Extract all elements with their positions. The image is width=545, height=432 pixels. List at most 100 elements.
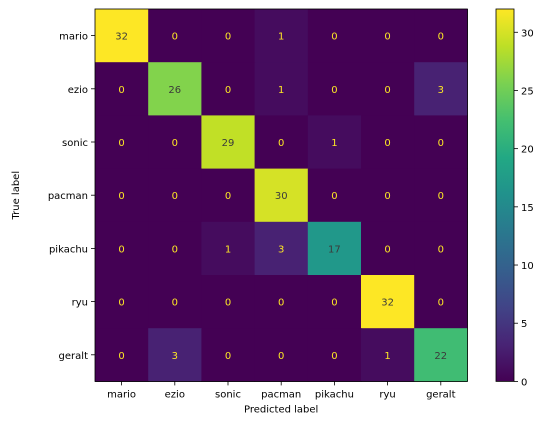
heatmap-cell — [254, 9, 309, 63]
cell-value-label: 0 — [118, 351, 124, 362]
heatmap-cell — [95, 168, 149, 223]
x-tick-label: ezio — [165, 389, 185, 400]
cell-value-label: 0 — [172, 298, 178, 309]
heatmap-cell — [254, 328, 309, 382]
heatmap-cell — [95, 9, 149, 63]
y-axis-label: True label — [11, 171, 22, 221]
cell-value-label: 1 — [278, 85, 284, 96]
heatmap-cell — [414, 9, 468, 63]
cell-value-label: 0 — [225, 351, 231, 362]
heatmap-cell — [361, 62, 415, 116]
heatmap-cell — [361, 168, 415, 223]
heatmap-cell — [361, 328, 415, 382]
heatmap-cell — [414, 328, 468, 382]
x-tick-label: mario — [107, 389, 136, 400]
cell-value-label: 0 — [331, 85, 337, 96]
y-tick-label: sonic — [62, 138, 88, 149]
cell-value-label: 3 — [438, 85, 444, 96]
cell-value-label: 32 — [381, 298, 394, 309]
heatmap-cell — [254, 168, 309, 223]
heatmap-cell — [148, 9, 202, 63]
cell-value-label: 0 — [278, 298, 284, 309]
cell-value-label: 0 — [331, 351, 337, 362]
y-axis-ticks: mario ezio sonic pacman pikachu ryu geralt — [48, 32, 95, 362]
heatmap-cell — [148, 221, 202, 276]
heatmap-cell — [254, 221, 309, 276]
y-tick-label: pacman — [48, 191, 88, 202]
x-axis-label: Predicted label — [244, 404, 318, 415]
cell-value-label: 3 — [278, 244, 284, 255]
heatmap-cell — [95, 328, 149, 382]
heatmap-cell — [414, 168, 468, 223]
cell-value-label: 0 — [225, 32, 231, 43]
y-tick-label: geralt — [59, 351, 89, 362]
cell-value-label: 0 — [438, 244, 444, 255]
heatmap-cell — [254, 115, 309, 170]
heatmap-cells — [95, 9, 468, 382]
x-tick-label: ryu — [379, 389, 395, 400]
heatmap-cell — [201, 275, 256, 329]
colorbar-tick-label: 30 — [521, 28, 534, 39]
cell-value-label: 1 — [278, 32, 284, 43]
cell-value-label: 0 — [118, 244, 124, 255]
cell-value-label: 0 — [172, 32, 178, 43]
cell-value-label: 0 — [225, 191, 231, 202]
y-tick-label: ezio — [68, 85, 88, 96]
cell-value-label: 0 — [278, 351, 284, 362]
cell-value-label: 0 — [118, 138, 124, 149]
cell-value-label: 1 — [225, 244, 231, 255]
cell-value-labels: 32 0 0 1 0 0 00 26 0 1 0 0 30 0 29 0 1 0 00 0 0 30 0 0 00 0 1 3 17 0 0… — [115, 32, 447, 362]
cell-value-label: 0 — [118, 298, 124, 309]
heatmap-cell — [254, 62, 309, 116]
y-tick-label: mario — [59, 32, 88, 43]
colorbar-tick-label: 5 — [521, 319, 527, 330]
heatmap-cell — [201, 9, 256, 63]
cell-value-label: 1 — [384, 351, 390, 362]
colorbar-tick-label: 20 — [521, 145, 534, 156]
colorbar-tick-label: 25 — [521, 86, 534, 97]
heatmap-cell — [307, 328, 362, 382]
cell-value-label: 0 — [438, 138, 444, 149]
cell-value-label: 0 — [331, 32, 337, 43]
colorbar-tick-label: 0 — [521, 377, 527, 388]
heatmap-cell — [307, 62, 362, 116]
colorbar-ticks: 0 5 10 15 20 25 30 — [514, 28, 534, 388]
heatmap-cell — [148, 115, 202, 170]
y-tick-label: ryu — [72, 298, 88, 309]
heatmap-cell — [361, 115, 415, 170]
heatmap-cell — [307, 168, 362, 223]
x-tick-label: geralt — [426, 389, 456, 400]
cell-value-label: 0 — [384, 32, 390, 43]
cell-value-label: 22 — [434, 351, 447, 362]
heatmap-cell — [414, 275, 468, 329]
heatmap-cell — [307, 221, 362, 276]
cell-value-label: 0 — [438, 298, 444, 309]
cell-value-label: 30 — [275, 191, 288, 202]
colorbar — [495, 8, 515, 382]
x-tick-label: sonic — [215, 389, 241, 400]
cell-value-label: 0 — [118, 85, 124, 96]
heatmap-cell — [201, 221, 256, 276]
cell-value-label: 3 — [172, 351, 178, 362]
cell-value-label: 0 — [225, 298, 231, 309]
heatmap-cell — [414, 62, 468, 116]
x-axis-ticks: mario ezio sonic pacman pikachu ryu geralt — [107, 381, 456, 400]
heatmap-cell — [307, 115, 362, 170]
heatmap-cell — [361, 9, 415, 63]
colorbar-tick-label: 10 — [521, 261, 534, 272]
y-tick-label: pikachu — [49, 244, 88, 255]
heatmap-cell — [307, 275, 362, 329]
heatmap-cell — [148, 62, 202, 116]
heatmap-cell — [414, 221, 468, 276]
cell-value-label: 0 — [331, 298, 337, 309]
cell-value-label: 0 — [225, 85, 231, 96]
heatmap-cell — [254, 275, 309, 329]
cell-value-label: 0 — [172, 191, 178, 202]
heatmap-cell — [361, 275, 415, 329]
heatmap-cell — [148, 168, 202, 223]
heatmap-cell — [95, 62, 149, 116]
cell-value-label: 0 — [118, 191, 124, 202]
cell-value-label: 32 — [115, 32, 128, 43]
cell-value-label: 0 — [172, 138, 178, 149]
